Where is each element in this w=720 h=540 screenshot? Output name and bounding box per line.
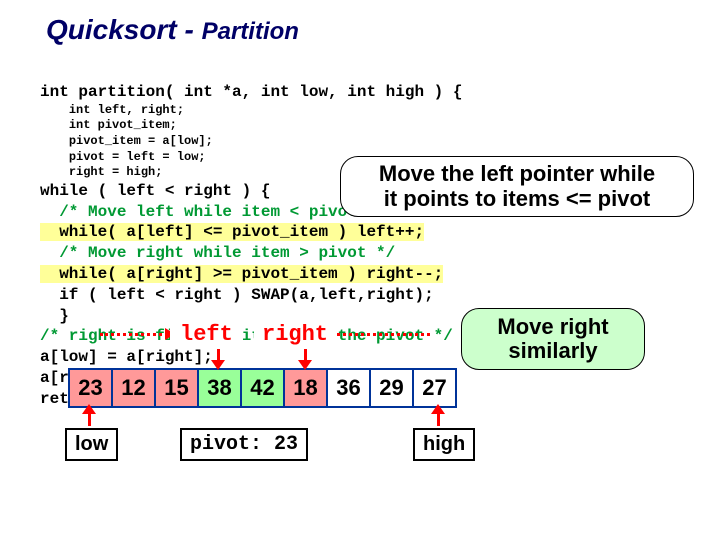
cell-7: 29 — [371, 370, 414, 406]
dotted-arrow-right — [330, 333, 430, 336]
array-visual: 23 12 15 38 42 18 36 29 27 — [68, 368, 457, 408]
code-block: int partition( int *a, int low, int high… — [40, 82, 462, 410]
low-arrow-line — [88, 412, 91, 426]
callout-left-pointer: Move the left pointer while it points to… — [340, 156, 694, 217]
callout2-line1: Move right — [497, 314, 608, 339]
left-pointer-label: left — [170, 320, 243, 349]
cell-6: 36 — [328, 370, 371, 406]
left-arrow-head — [211, 360, 225, 370]
code-l1: while ( left < right ) { — [40, 182, 270, 200]
cell-8: 27 — [414, 370, 455, 406]
code-l4: /* Move right while item > pivot */ — [40, 244, 395, 262]
low-label: low — [65, 428, 118, 461]
cell-2: 15 — [156, 370, 199, 406]
title-part: Partition — [202, 18, 299, 45]
code-l6: if ( left < right ) SWAP(a,left,right); — [40, 286, 434, 304]
pivot-label: pivot: — [190, 433, 262, 456]
callout1-line2: it points to items <= pivot — [384, 186, 650, 211]
low-arrow-head — [82, 404, 96, 414]
code-l7: } — [40, 307, 69, 325]
callout1-line1: Move the left pointer while — [379, 161, 655, 186]
code-l8: /* right is final position for the pivot… — [40, 327, 453, 345]
code-sig: int partition( int *a, int low, int high… — [40, 83, 462, 101]
code-l3: while( a[left] <= pivot_item ) left++; — [40, 223, 424, 241]
right-pointer-label: right — [254, 320, 336, 349]
array-row: 23 12 15 38 42 18 36 29 27 — [68, 368, 457, 408]
cell-0: 23 — [70, 370, 113, 406]
slide-title: Quicksort - Partition — [46, 14, 299, 46]
high-arrow-line — [437, 412, 440, 426]
pivot-label-box: pivot: 23 — [180, 428, 308, 461]
callout-right-pointer: Move right similarly — [461, 308, 645, 370]
pivot-value: 23 — [274, 433, 298, 456]
right-arrow-head — [298, 360, 312, 370]
cell-5: 18 — [285, 370, 328, 406]
dotted-arrow-left — [100, 333, 168, 336]
cell-3: 38 — [199, 370, 242, 406]
high-arrow-head — [431, 404, 445, 414]
code-l9: a[low] = a[right]; — [40, 348, 213, 366]
cell-4: 42 — [242, 370, 285, 406]
callout2-line2: similarly — [508, 338, 597, 363]
code-l5: while( a[right] >= pivot_item ) right--; — [40, 265, 443, 283]
code-l2: /* Move left while item < pivot */ — [40, 203, 386, 221]
high-label: high — [413, 428, 475, 461]
title-main: Quicksort - — [46, 14, 202, 45]
cell-1: 12 — [113, 370, 156, 406]
